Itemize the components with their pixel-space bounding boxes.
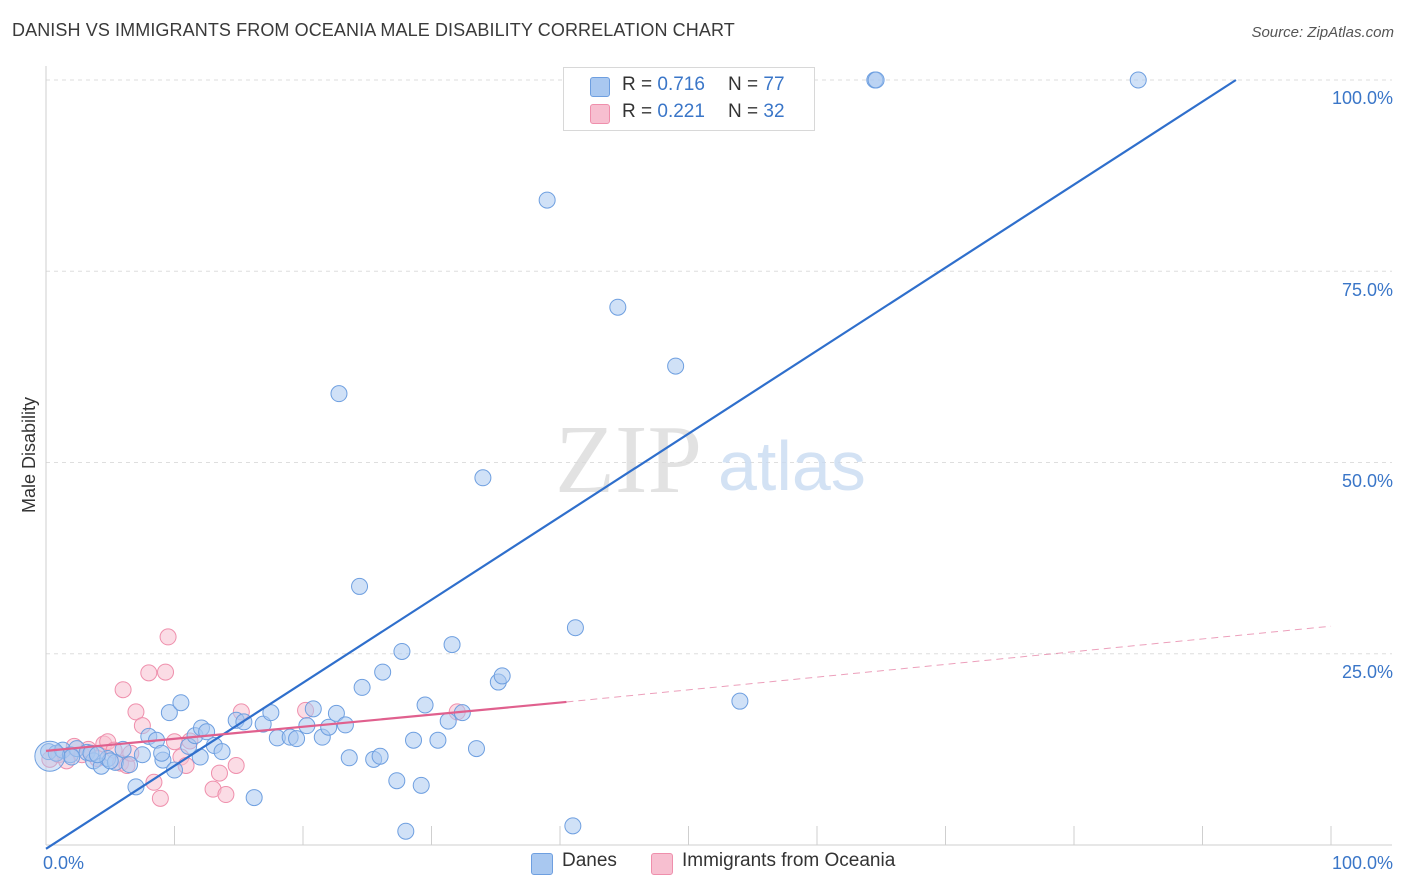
danes-n: N = 77 [728, 74, 785, 95]
oceania-point [145, 773, 163, 791]
oceania-point [217, 786, 235, 804]
y-tick-label: 75.0% [1342, 280, 1393, 300]
watermark-atlas: atlas [718, 427, 866, 505]
stats-legend: R = 0.716 N = 77 R = 0.221 N = 32 [563, 67, 815, 131]
danes-point [405, 731, 423, 749]
oceania-r: R = 0.221 [622, 101, 705, 122]
danes-point [245, 789, 263, 807]
oceania-point [114, 681, 132, 699]
danes-point [133, 746, 151, 764]
y-tick-label: 50.0% [1342, 471, 1393, 491]
danes-point [191, 748, 209, 766]
x-tick-label: 100.0% [1332, 853, 1393, 873]
danes-point [467, 740, 485, 758]
danes-point [340, 749, 358, 767]
danes-point [443, 636, 461, 654]
danes-point [371, 747, 389, 765]
danes-trend-line [45, 79, 1237, 850]
source-label: Source: ZipAtlas.com [1251, 24, 1394, 41]
danes-point [609, 298, 627, 316]
danes-legend-label: Danes [562, 850, 617, 871]
danes-point [566, 619, 584, 637]
axis-labels: 100.0% 75.0% 50.0% 25.0% 0.0% 100.0% Male Disa… [19, 88, 1393, 873]
danes-point [538, 191, 556, 209]
chart-title: DANISH VS IMMIGRANTS FROM OCEANIA MALE D… [12, 20, 735, 40]
danes-point [114, 740, 132, 758]
danes-point [288, 730, 306, 748]
danes-point [330, 385, 348, 403]
danes-point [867, 71, 885, 89]
danes-point [1129, 71, 1147, 89]
danes-point-cluster [34, 740, 66, 772]
oceania-legend-swatch [651, 853, 673, 875]
danes-r: R = 0.716 [622, 74, 705, 95]
danes-point [63, 748, 81, 766]
danes-point [731, 692, 749, 710]
danes-point [439, 712, 457, 730]
danes-point [351, 577, 369, 595]
gridlines [46, 79, 1392, 655]
danes-point [160, 704, 178, 722]
danes-point [474, 469, 492, 487]
danes-point [564, 817, 582, 835]
danes-point [374, 663, 392, 681]
oceania-swatch [590, 104, 610, 124]
legend-row-oceania: R = 0.221 N = 32 [564, 101, 814, 127]
legend-row-danes: R = 0.716 N = 77 [564, 74, 814, 100]
danes-point [121, 756, 139, 774]
danes-point [304, 700, 322, 718]
danes-point [213, 743, 231, 761]
oceania-n: N = 32 [728, 101, 785, 122]
danes-point [327, 704, 345, 722]
series-legend: Danes Immigrants from Oceania [0, 850, 1406, 878]
danes-point [127, 778, 145, 796]
oceania-point [227, 756, 245, 774]
y-axis-label: Male Disability [19, 397, 39, 513]
danes-point [172, 694, 190, 712]
x-tick-label: 0.0% [43, 853, 84, 873]
danes-swatch [590, 77, 610, 97]
danes-point [388, 772, 406, 790]
danes-point [88, 746, 106, 764]
danes-point [667, 357, 685, 375]
danes-point [412, 776, 430, 794]
axes [45, 66, 1392, 846]
oceania-point [157, 663, 175, 681]
oceania-trend-line [45, 700, 567, 753]
danes-point [153, 744, 171, 762]
danes-point [353, 678, 371, 696]
oceania-point [151, 789, 169, 807]
trend-lines [45, 79, 1332, 850]
oceania-trend-extension [566, 625, 1332, 703]
y-tick-label: 25.0% [1342, 662, 1393, 682]
oceania-point [127, 703, 145, 721]
danes-point [336, 716, 354, 734]
oceania-point [210, 764, 228, 782]
danes-legend-swatch [531, 853, 553, 875]
watermark-zip: ZIP [555, 406, 702, 514]
y-tick-label: 100.0% [1332, 88, 1393, 108]
oceania-point [159, 628, 177, 646]
danes-point [429, 731, 447, 749]
danes-point [416, 696, 434, 714]
oceania-legend-label: Immigrants from Oceania [682, 850, 896, 871]
oceania-point [140, 664, 158, 682]
watermark: ZIP atlas [555, 406, 866, 514]
danes-point [493, 667, 511, 685]
danes-point [393, 642, 411, 660]
oceania-point [166, 733, 183, 751]
danes-point [397, 822, 415, 840]
